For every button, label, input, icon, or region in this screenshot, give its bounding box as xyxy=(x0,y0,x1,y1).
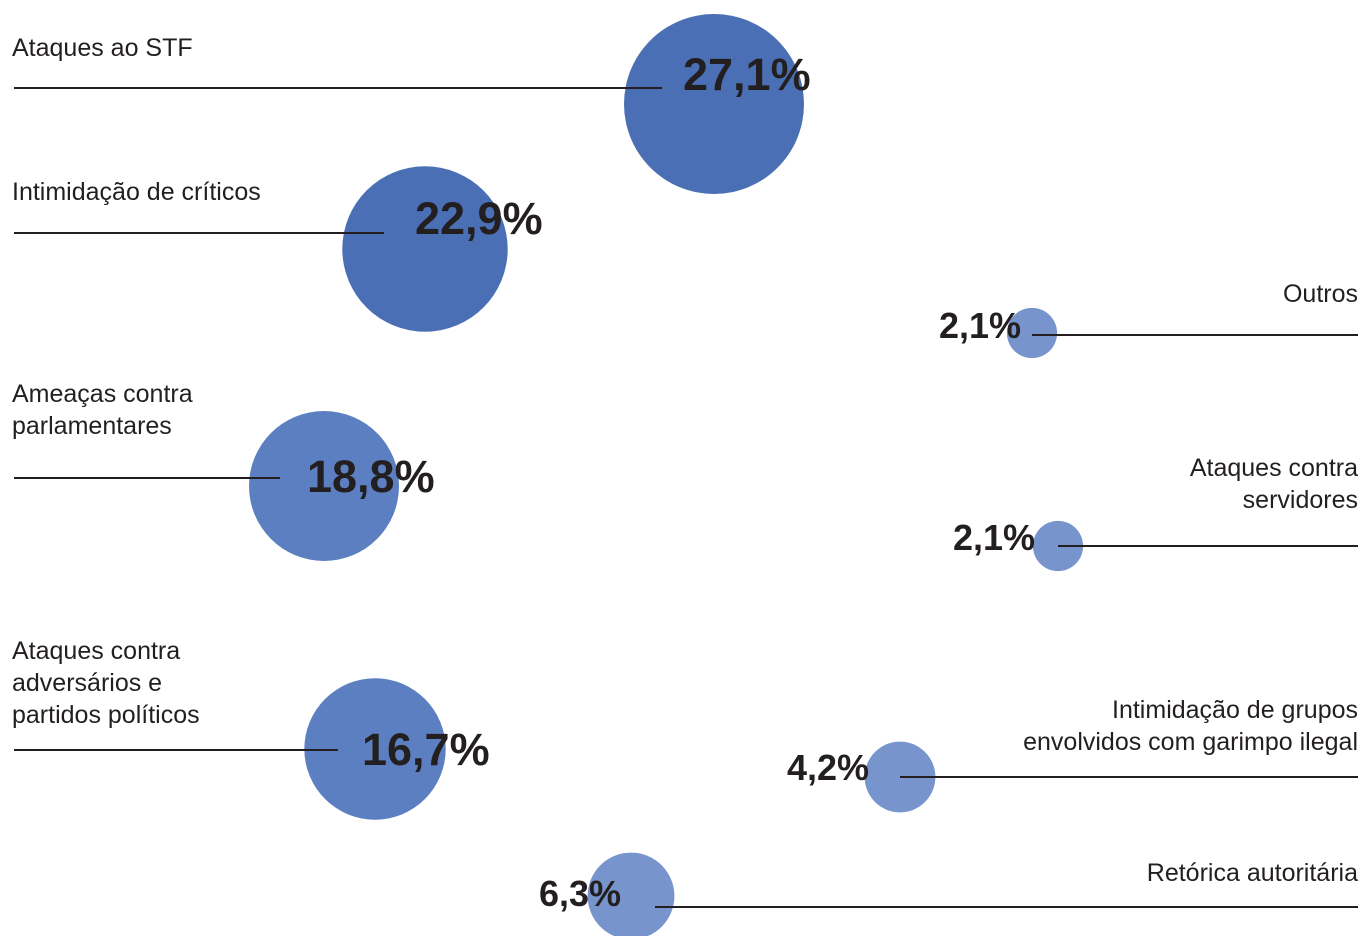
category-label: Ataques contra adversários e partidos po… xyxy=(12,637,200,729)
category-label: Ataques ao STF xyxy=(12,34,193,62)
category-label: Ameaças contra parlamentares xyxy=(12,380,193,440)
bubble-group: 2,1% xyxy=(953,517,1358,572)
value-label: 2,1% xyxy=(953,517,1035,558)
bubble-group: 4,2% xyxy=(787,741,1358,813)
value-label: 6,3% xyxy=(539,873,621,914)
category-label: Ataques contra servidores xyxy=(1189,454,1358,514)
category-label: Retórica autoritária xyxy=(1146,859,1358,887)
value-label: 22,9% xyxy=(415,193,543,244)
category-label: Intimidação de grupos envolvidos com gar… xyxy=(1023,696,1358,756)
bubble-group: 6,3% xyxy=(539,852,1358,936)
bubble xyxy=(304,678,446,820)
bubble xyxy=(1006,307,1058,359)
category-label: Outros xyxy=(1282,280,1358,308)
value-label: 4,2% xyxy=(787,747,869,788)
bubble-group: 2,1% xyxy=(939,305,1358,359)
bubble-group: 18,8% xyxy=(14,411,435,561)
bubble xyxy=(587,852,675,936)
bubble-group: 16,7% xyxy=(14,678,490,820)
bubble xyxy=(342,166,508,332)
bubble xyxy=(249,411,399,561)
bubble-group: 27,1% xyxy=(14,14,811,194)
value-label: 16,7% xyxy=(362,724,490,775)
value-label: 18,8% xyxy=(307,451,435,502)
category-label: Intimidação de críticos xyxy=(12,178,261,206)
value-label: 27,1% xyxy=(683,49,811,100)
value-label: 2,1% xyxy=(939,305,1021,346)
bubble xyxy=(624,14,804,194)
bubble-group: 22,9% xyxy=(14,166,543,332)
